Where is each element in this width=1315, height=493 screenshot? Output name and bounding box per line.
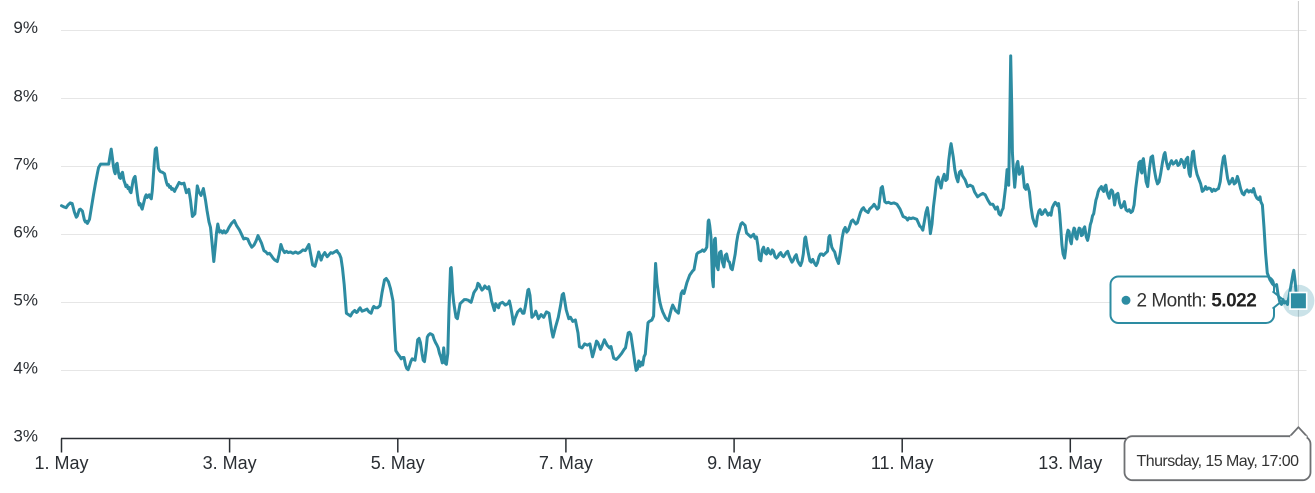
svg-text:Thursday, 15 May, 17:00: Thursday, 15 May, 17:00 xyxy=(1137,453,1300,470)
svg-text:6%: 6% xyxy=(13,223,38,242)
svg-text:11. May: 11. May xyxy=(871,453,934,473)
svg-text:9%: 9% xyxy=(13,18,38,37)
svg-text:1. May: 1. May xyxy=(34,453,88,473)
svg-text:4%: 4% xyxy=(13,359,38,378)
svg-text:3%: 3% xyxy=(13,427,38,446)
svg-text:13. May: 13. May xyxy=(1038,453,1102,473)
svg-text:2 Month: 5.022: 2 Month: 5.022 xyxy=(1137,291,1257,312)
svg-text:7%: 7% xyxy=(13,154,38,173)
svg-text:8%: 8% xyxy=(13,86,38,105)
svg-text:3. May: 3. May xyxy=(203,453,257,473)
svg-text:5%: 5% xyxy=(13,291,38,310)
svg-text:7. May: 7. May xyxy=(539,453,593,473)
svg-text:9. May: 9. May xyxy=(707,453,761,473)
svg-text:5. May: 5. May xyxy=(371,453,425,473)
